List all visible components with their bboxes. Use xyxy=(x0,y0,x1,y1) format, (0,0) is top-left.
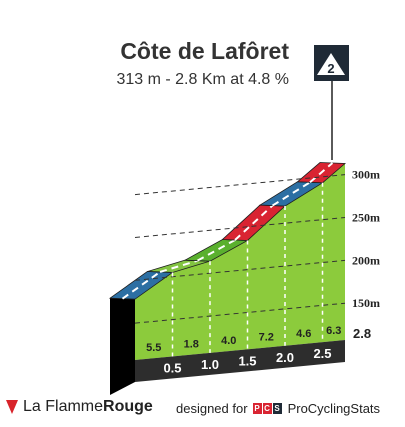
altitude-labels: 150m 200m 250m 300m xyxy=(352,168,380,311)
altitude-gridline-1 xyxy=(134,259,346,281)
gradient-labels: 5.5 1.8 4.0 7.2 4.6 6.3 xyxy=(146,325,341,354)
credit: designed for P C S ProCyclingStats xyxy=(176,401,380,416)
gradient-label-5: 6.3 xyxy=(326,325,341,337)
altitude-gridline-3 xyxy=(134,174,346,196)
total-distance-label: 2.8 xyxy=(353,326,371,341)
km-label-0: 0.5 xyxy=(163,360,181,375)
band-centerline-5 xyxy=(309,162,334,184)
altitude-label-0: 150m xyxy=(352,296,380,310)
brand-logo: La Flamme Rouge xyxy=(6,398,153,416)
altitude-gridline-0 xyxy=(134,302,346,324)
distance-strip xyxy=(135,340,345,382)
pcs-logo-icon: P C S xyxy=(252,403,283,414)
footer: La Flamme Rouge designed for P C S ProCyc… xyxy=(0,398,405,422)
gradient-label-1: 1.8 xyxy=(184,339,199,351)
category-badge-number: 2 xyxy=(327,61,334,76)
mountain-icon xyxy=(317,53,345,75)
pcs-letter-c: C xyxy=(262,403,272,414)
km-label-3: 2.0 xyxy=(276,350,294,365)
brand-name-bold: Rouge xyxy=(103,398,153,415)
credit-text: designed for xyxy=(176,401,248,416)
profile-area xyxy=(108,162,347,395)
distance-labels: 0.5 1.0 1.5 2.0 2.5 xyxy=(163,346,331,375)
km-label-4: 2.5 xyxy=(313,346,331,361)
gradient-label-4: 4.6 xyxy=(296,328,311,340)
km-label-2: 1.5 xyxy=(238,353,256,368)
climb-stats: 313 m - 2.8 Km at 4.8 % xyxy=(116,71,289,88)
gradient-label-0: 5.5 xyxy=(146,342,161,354)
site-name: ProCyclingStats xyxy=(287,401,381,416)
pcs-letter-p: P xyxy=(252,403,262,414)
altitude-label-3: 300m xyxy=(352,168,380,182)
altitude-label-2: 250m xyxy=(352,211,380,225)
altitude-gridline-2 xyxy=(134,217,346,238)
brand-name-light: La Flamme xyxy=(23,398,104,415)
pcs-letter-s: S xyxy=(272,403,282,414)
altitude-label-1: 200m xyxy=(352,253,380,267)
band-centerline-0 xyxy=(121,271,161,300)
climb-name: Côte de Lafôret xyxy=(120,38,289,64)
band-centerline-4 xyxy=(271,181,311,207)
band-centerline-1 xyxy=(159,259,198,273)
km-label-1: 1.0 xyxy=(201,357,219,372)
category-badge: 2 xyxy=(314,45,349,81)
profile-front-face xyxy=(135,163,345,360)
flame-flag-icon xyxy=(6,400,18,414)
band-centerline-3 xyxy=(234,204,274,241)
profile-side-face xyxy=(110,298,135,395)
altitude-gridlines xyxy=(134,174,346,357)
gradient-label-3: 7.2 xyxy=(259,332,274,344)
gradient-label-2: 4.0 xyxy=(221,335,236,347)
